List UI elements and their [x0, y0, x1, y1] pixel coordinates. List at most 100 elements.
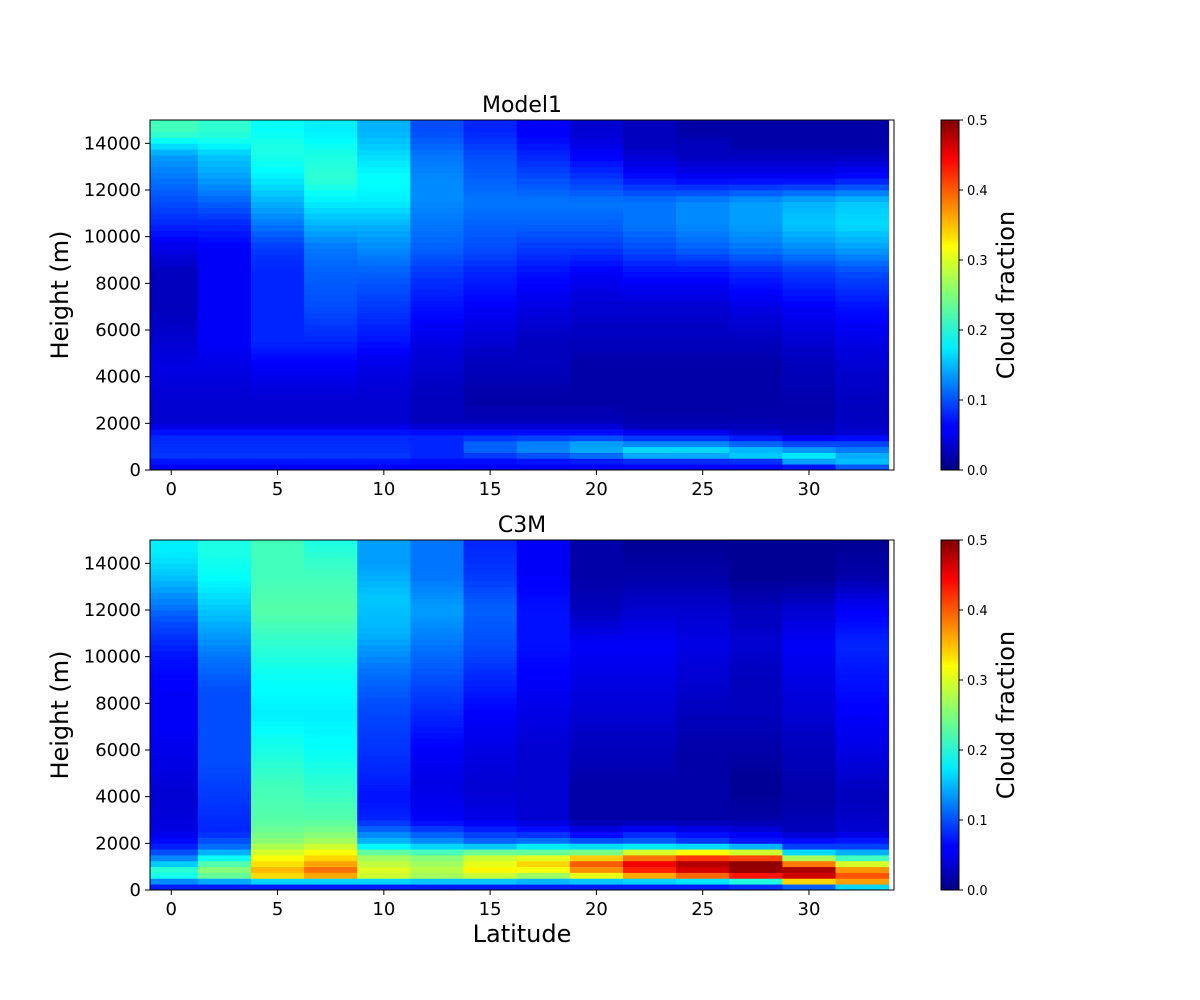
heatmap-cell — [569, 225, 624, 232]
heatmap-cell — [569, 277, 624, 284]
heatmap-cell — [150, 440, 199, 448]
heatmap-cell — [729, 726, 783, 733]
heatmap-cell — [410, 277, 464, 284]
heatmap-cell — [676, 131, 730, 138]
heatmap-cell — [729, 685, 783, 693]
heatmap-cell — [835, 411, 890, 418]
heatmap-cell — [516, 306, 571, 313]
heatmap-cell — [516, 172, 571, 179]
heatmap-cell — [782, 155, 836, 162]
heatmap-cell — [197, 855, 252, 862]
heatmap-cell — [676, 225, 730, 232]
heatmap-cell — [516, 452, 571, 459]
heatmap-cell — [150, 545, 199, 553]
heatmap-cell — [304, 709, 358, 716]
heatmap-cell — [357, 575, 411, 582]
heatmap-cell — [304, 691, 358, 698]
heatmap-cell — [197, 662, 252, 669]
heatmap-cell — [622, 394, 677, 401]
heatmap-cell — [516, 225, 571, 232]
heatmap-cell — [304, 668, 358, 675]
heatmap-cell — [410, 388, 464, 395]
heatmap-cell — [304, 230, 358, 238]
heatmap-cell — [729, 662, 783, 669]
heatmap-cell — [622, 417, 677, 424]
heatmap-cell — [304, 125, 358, 133]
heatmap-cell — [516, 837, 571, 844]
heatmap-cell — [676, 610, 730, 617]
heatmap-cell — [835, 125, 890, 133]
heatmap-cell — [516, 195, 571, 203]
heatmap-cell — [569, 674, 624, 681]
heatmap-cell — [729, 289, 783, 296]
heatmap-cell — [782, 884, 836, 891]
heatmap-cell — [782, 668, 836, 675]
heatmap-cell — [304, 831, 358, 838]
heatmap-cell — [622, 178, 677, 185]
heatmap-cell — [357, 160, 411, 168]
heatmap-cell — [357, 260, 411, 267]
colorbar-label: Cloud fraction — [992, 631, 1020, 799]
heatmap-cell — [729, 429, 783, 436]
heatmap-cell — [676, 295, 730, 302]
heatmap-cell — [782, 347, 836, 354]
heatmap-cell — [250, 289, 305, 296]
heatmap-cell — [357, 540, 411, 547]
heatmap-cell — [516, 878, 571, 885]
heatmap-cell — [250, 872, 305, 879]
heatmap-cell — [357, 650, 411, 658]
heatmap-cell — [782, 417, 836, 424]
heatmap-cell — [197, 446, 252, 453]
heatmap-cell — [622, 563, 677, 570]
heatmap-cell — [463, 604, 518, 611]
heatmap-cell — [463, 464, 518, 471]
heatmap-cell — [250, 738, 305, 745]
heatmap-cell — [676, 184, 730, 191]
heatmap-cell — [150, 750, 199, 757]
heatmap-cell — [835, 627, 890, 634]
heatmap-cell — [197, 370, 252, 378]
heatmap-cell — [197, 137, 252, 144]
heatmap-cell — [304, 225, 358, 232]
heatmap-cell — [729, 680, 783, 687]
heatmap-cell — [197, 295, 252, 302]
colorbar-tick-label: 0.4 — [967, 604, 988, 619]
heatmap-cell — [463, 388, 518, 395]
heatmap-cell — [463, 219, 518, 226]
heatmap-cell — [463, 160, 518, 168]
heatmap-cell — [516, 207, 571, 214]
heatmap-cell — [516, 820, 571, 827]
x-tick-label: 10 — [372, 899, 395, 920]
heatmap-cell — [197, 598, 252, 605]
heatmap-cell — [410, 184, 464, 191]
heatmap-cell — [569, 808, 624, 815]
heatmap-cell — [516, 604, 571, 611]
heatmap-cell — [622, 662, 677, 669]
heatmap-cell — [197, 417, 252, 424]
heatmap-cell — [150, 755, 199, 763]
heatmap-cell — [782, 662, 836, 669]
heatmap-cell — [622, 400, 677, 407]
heatmap-cell — [463, 837, 518, 844]
heatmap-cell — [357, 720, 411, 728]
heatmap-cell — [410, 423, 464, 430]
heatmap-cell — [516, 592, 571, 599]
heatmap-cell — [250, 610, 305, 617]
heatmap-cell — [835, 446, 890, 453]
heatmap-cell — [357, 149, 411, 156]
heatmap-cell — [250, 423, 305, 430]
heatmap-cell — [676, 155, 730, 162]
heatmap-cell — [782, 429, 836, 436]
heatmap-cell — [463, 300, 518, 308]
heatmap-cell — [304, 178, 358, 185]
heatmap-cell — [463, 645, 518, 652]
heatmap-cell — [463, 353, 518, 360]
heatmap-cell — [410, 825, 464, 833]
heatmap-cell — [150, 627, 199, 634]
heatmap-cell — [676, 446, 730, 453]
heatmap-cell — [357, 248, 411, 255]
heatmap-cell — [676, 125, 730, 133]
heatmap-cell — [676, 843, 730, 850]
heatmap-cell — [150, 639, 199, 646]
heatmap-cell — [516, 545, 571, 553]
